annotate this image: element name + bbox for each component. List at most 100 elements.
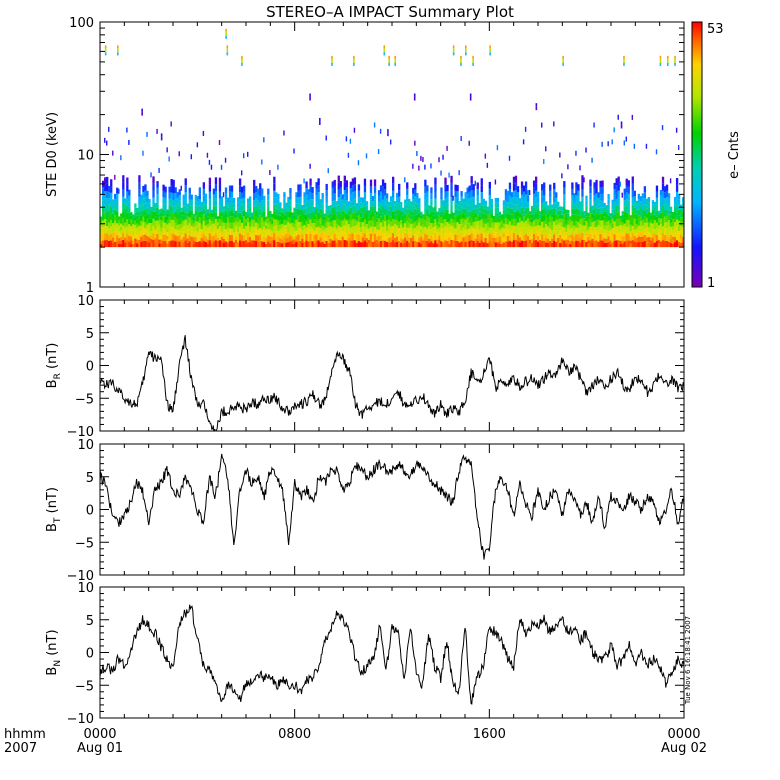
spectro-cell xyxy=(222,214,226,219)
spectro-cell xyxy=(466,241,469,248)
spectro-cell xyxy=(277,204,280,210)
spectro-cell xyxy=(102,194,105,201)
spectro-cell xyxy=(581,175,584,183)
spectro-cell xyxy=(240,198,244,205)
spectro-cell xyxy=(309,178,312,186)
spectro-cell xyxy=(333,186,336,194)
spectro-cell xyxy=(182,199,185,206)
spectro-cell xyxy=(359,237,363,243)
spectro-cell xyxy=(631,240,634,248)
spectro-cell xyxy=(128,201,131,207)
spectro-cell xyxy=(458,219,461,225)
spectro-cell xyxy=(665,240,669,248)
spectro-cell xyxy=(639,206,643,212)
spectro-cell xyxy=(490,227,493,233)
spectro-cell xyxy=(500,237,504,241)
spectro-cell xyxy=(120,233,123,238)
spectro-cell xyxy=(587,223,590,227)
spectro-cell xyxy=(182,194,185,200)
spectro-cell xyxy=(100,244,103,248)
spectro-cell xyxy=(327,230,330,235)
spectro-cell xyxy=(150,235,153,240)
spectro-cell xyxy=(452,226,455,230)
spectro-cell xyxy=(414,208,417,216)
spectro-cell xyxy=(464,192,467,198)
spectro-cell xyxy=(236,242,240,248)
spectro-cell xyxy=(148,242,151,248)
spectro-cell xyxy=(442,228,445,234)
spectro-cell xyxy=(196,206,199,212)
spectro-cell xyxy=(472,184,475,191)
spectro-cell xyxy=(398,202,401,210)
spectro-cell xyxy=(184,212,187,220)
spectro-cell xyxy=(410,215,413,220)
spectro-cell xyxy=(571,221,574,228)
spectro-cell xyxy=(104,212,107,220)
spectro-cell xyxy=(228,191,232,198)
spectro-cell xyxy=(541,184,544,191)
spectro-cell xyxy=(587,216,590,220)
spectro-speck xyxy=(142,150,144,156)
spectro-event xyxy=(388,58,390,63)
spectro-cell xyxy=(645,198,649,204)
spectro-cell xyxy=(305,220,308,228)
spectro-cell xyxy=(265,237,268,241)
spectro-cell xyxy=(440,223,443,230)
spectro-speck xyxy=(645,143,648,149)
spectro-cell xyxy=(271,233,274,238)
spectro-cell xyxy=(512,233,516,241)
spectro-cell xyxy=(289,217,292,224)
spectro-cell xyxy=(210,235,214,240)
spectro-cell xyxy=(234,236,238,240)
spectro-cell xyxy=(498,211,502,216)
spectro-cell xyxy=(210,239,214,244)
spectro-cell xyxy=(583,218,586,222)
spectro-cell xyxy=(611,242,614,248)
spectro-cell xyxy=(365,224,369,229)
spectro-cell xyxy=(271,213,274,218)
spectro-cell xyxy=(625,178,628,186)
spectro-cell xyxy=(424,226,427,234)
spectro-cell xyxy=(257,229,260,236)
spectro-speck xyxy=(440,170,442,176)
spectro-cell xyxy=(291,243,294,248)
spectro-cell xyxy=(277,225,280,232)
spectro-cell xyxy=(325,228,328,235)
spectro-speck xyxy=(104,137,106,143)
spectro-cell xyxy=(182,210,185,216)
colorbar-max-label: 53 xyxy=(707,22,724,37)
spectro-cell xyxy=(557,238,560,243)
spectro-cell xyxy=(156,233,159,241)
spectro-cell xyxy=(176,236,179,242)
spectro-cell xyxy=(657,225,661,229)
spectro-cell xyxy=(549,215,552,223)
spectro-cell xyxy=(436,218,439,223)
spectro-cell xyxy=(104,191,107,199)
spectro-cell xyxy=(144,190,147,197)
spectro-cell xyxy=(581,196,584,204)
spectro-cell xyxy=(603,242,606,248)
spectro-cell xyxy=(339,233,342,241)
spectro-cell xyxy=(480,219,483,227)
spectro-cell xyxy=(438,235,441,240)
spectro-speck xyxy=(293,148,295,154)
spectro-cell xyxy=(506,235,510,242)
spectro-cell xyxy=(649,233,653,237)
spectro-cell xyxy=(367,239,371,244)
spectro-cell xyxy=(392,240,395,248)
spectro-cell xyxy=(379,210,383,217)
spectro-cell xyxy=(162,228,165,235)
bt-ytick-label: 0 xyxy=(86,504,94,519)
spectro-cell xyxy=(206,213,210,217)
spectro-cell xyxy=(325,190,328,197)
spectro-cell xyxy=(315,227,318,235)
spectro-cell xyxy=(369,186,373,194)
spectro-cell xyxy=(589,199,592,207)
spectro-cell xyxy=(240,204,244,211)
spectro-cell xyxy=(283,236,286,242)
spectro-cell xyxy=(287,202,290,208)
spectro-cell xyxy=(444,191,447,199)
spectro-cell xyxy=(295,214,298,220)
spectro-cell xyxy=(472,196,475,204)
spectro-cell xyxy=(200,238,203,243)
